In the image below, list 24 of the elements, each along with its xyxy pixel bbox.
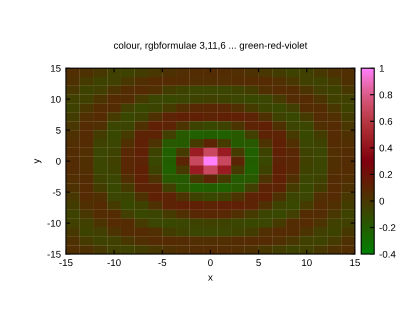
x-tick-label: 15: [350, 259, 360, 266]
y-tick-label: 10: [51, 96, 61, 103]
y-tick-label: 0: [56, 158, 61, 165]
x-tick-label: 0: [208, 259, 213, 266]
x-tick-label: 5: [256, 259, 261, 266]
x-tick-label: -10: [108, 259, 121, 266]
y-tick-label: 15: [51, 64, 61, 72]
x-tick-label: 10: [302, 259, 312, 266]
x-tick-label: -5: [158, 259, 166, 266]
chart-title: colour, rgbformulae 3,11,6 ... green-red-violet: [114, 42, 308, 51]
color-bar-label: 0.2: [379, 171, 392, 178]
y-tick-label: 5: [56, 126, 61, 134]
color-bar-label: 0: [379, 198, 384, 205]
y-tick-label: -5: [52, 188, 61, 196]
color-bar-label: -0.4: [380, 250, 396, 258]
color-bar-label: 0.6: [379, 118, 392, 125]
x-axis-title: x: [208, 275, 213, 281]
y-tick-label: -10: [47, 220, 61, 227]
y-axis-title: y: [34, 158, 42, 164]
color-bar-label: -0.2: [380, 224, 396, 232]
color-bar-label: 0.8: [379, 91, 392, 98]
color-bar-label: 0.4: [379, 144, 392, 152]
color-bar-label: 1: [380, 64, 384, 72]
y-tick-label: -15: [47, 250, 61, 258]
